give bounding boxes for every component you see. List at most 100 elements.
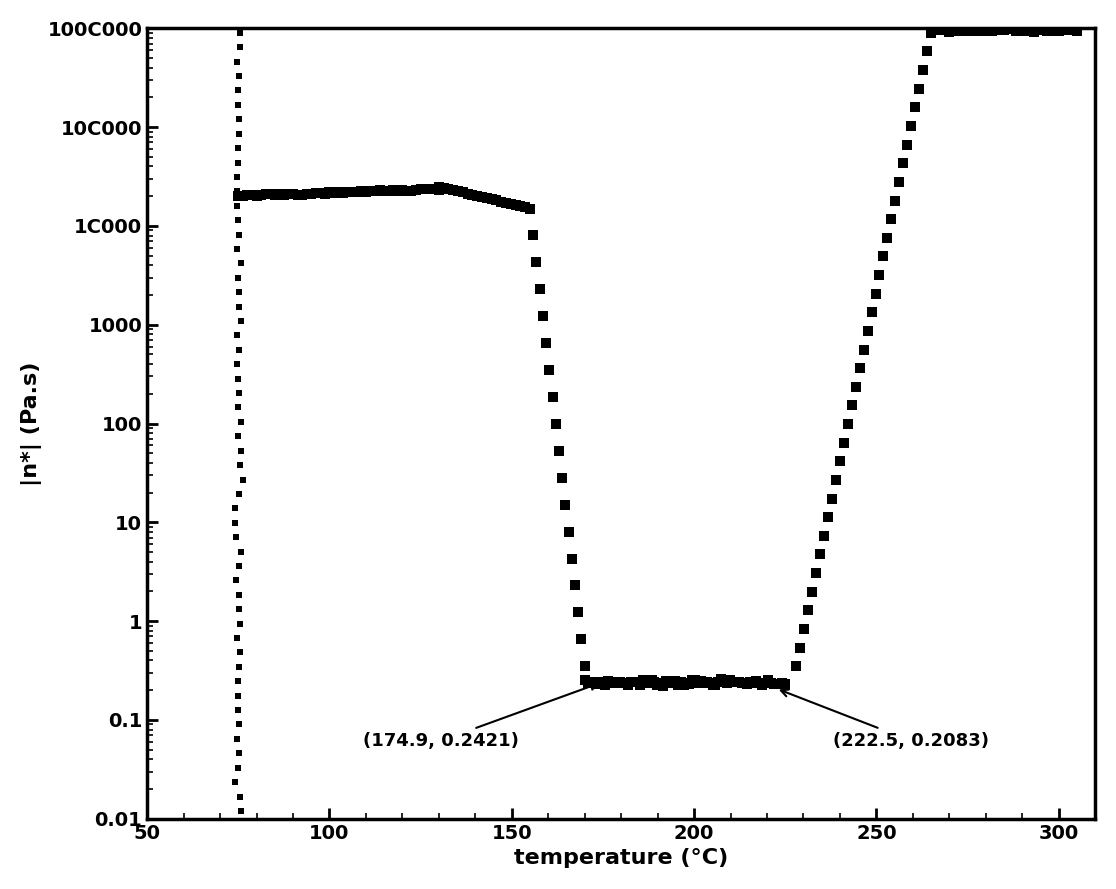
Point xyxy=(557,498,575,512)
Point xyxy=(231,228,249,242)
Point xyxy=(375,183,393,197)
Point xyxy=(637,675,655,689)
Point xyxy=(894,156,912,171)
Point xyxy=(231,386,249,400)
Point xyxy=(768,677,786,692)
Point xyxy=(750,676,768,690)
Point xyxy=(903,119,921,133)
Point xyxy=(799,604,817,618)
Point xyxy=(870,268,888,282)
Point xyxy=(756,676,773,690)
Point xyxy=(507,198,525,212)
Point xyxy=(867,286,885,300)
Point xyxy=(941,25,959,39)
Point xyxy=(231,26,249,40)
Point xyxy=(706,678,724,693)
Point xyxy=(334,186,352,200)
Point xyxy=(819,510,837,525)
Point xyxy=(628,675,646,689)
Point xyxy=(596,677,614,692)
Point xyxy=(416,182,434,196)
Point xyxy=(492,195,510,209)
Point xyxy=(634,673,652,687)
Point xyxy=(412,182,430,196)
Point xyxy=(744,676,762,690)
Point xyxy=(1019,24,1037,38)
Point xyxy=(232,415,250,429)
Point xyxy=(911,82,929,96)
Point xyxy=(835,436,853,450)
Point xyxy=(444,183,462,197)
Point xyxy=(643,672,661,686)
Point xyxy=(1013,24,1031,38)
Point xyxy=(590,676,608,690)
Point xyxy=(261,188,279,202)
Point xyxy=(608,676,626,690)
Point xyxy=(497,196,514,210)
Point xyxy=(654,678,672,693)
Point xyxy=(741,675,759,689)
Point xyxy=(847,380,865,394)
Point xyxy=(357,185,375,199)
Point xyxy=(243,188,261,202)
Point xyxy=(366,184,384,198)
Point xyxy=(252,188,270,203)
Point xyxy=(325,186,343,200)
Point xyxy=(230,602,248,616)
Point xyxy=(270,187,288,201)
Point xyxy=(528,255,546,269)
Point xyxy=(898,138,916,152)
Point xyxy=(616,676,634,690)
Point xyxy=(710,675,728,689)
Point xyxy=(379,184,397,198)
Point xyxy=(543,390,561,404)
Point xyxy=(724,675,742,689)
Point xyxy=(686,673,704,687)
Point xyxy=(681,677,699,692)
Point xyxy=(230,703,248,717)
Point xyxy=(614,676,632,690)
Point xyxy=(231,789,249,804)
Point xyxy=(668,677,686,692)
Point xyxy=(1043,24,1061,38)
Point xyxy=(469,188,487,203)
Point xyxy=(701,677,719,691)
Point xyxy=(230,559,248,573)
Text: (222.5, 0.2083): (222.5, 0.2083) xyxy=(781,690,989,749)
Point xyxy=(230,188,248,203)
Point xyxy=(228,732,246,746)
Point xyxy=(454,185,472,199)
Point xyxy=(929,23,946,37)
Point xyxy=(906,100,924,115)
Point xyxy=(294,188,311,202)
Point xyxy=(407,182,425,196)
Point xyxy=(225,516,243,530)
Point xyxy=(511,199,529,213)
Y-axis label: |n*| (Pa.s): |n*| (Pa.s) xyxy=(21,361,41,485)
Point xyxy=(228,170,246,184)
Point xyxy=(289,188,307,202)
Point xyxy=(232,256,250,270)
Point xyxy=(863,305,881,319)
Point xyxy=(677,677,695,691)
Point xyxy=(483,192,501,206)
Point xyxy=(320,185,338,199)
Point xyxy=(953,24,971,38)
Point xyxy=(230,300,248,314)
Text: (174.9, 0.2421): (174.9, 0.2421) xyxy=(363,683,598,749)
Point xyxy=(807,566,825,581)
Point xyxy=(228,242,246,256)
Point xyxy=(715,675,733,689)
Point xyxy=(311,187,329,201)
Point xyxy=(619,677,637,692)
Point xyxy=(228,530,246,544)
Point xyxy=(1050,24,1068,38)
Point xyxy=(517,200,535,214)
Point xyxy=(762,676,780,690)
Point xyxy=(229,84,247,98)
Point xyxy=(435,180,453,195)
Point xyxy=(298,187,316,201)
Point xyxy=(569,605,587,620)
Point xyxy=(463,188,481,202)
Point xyxy=(692,674,710,688)
